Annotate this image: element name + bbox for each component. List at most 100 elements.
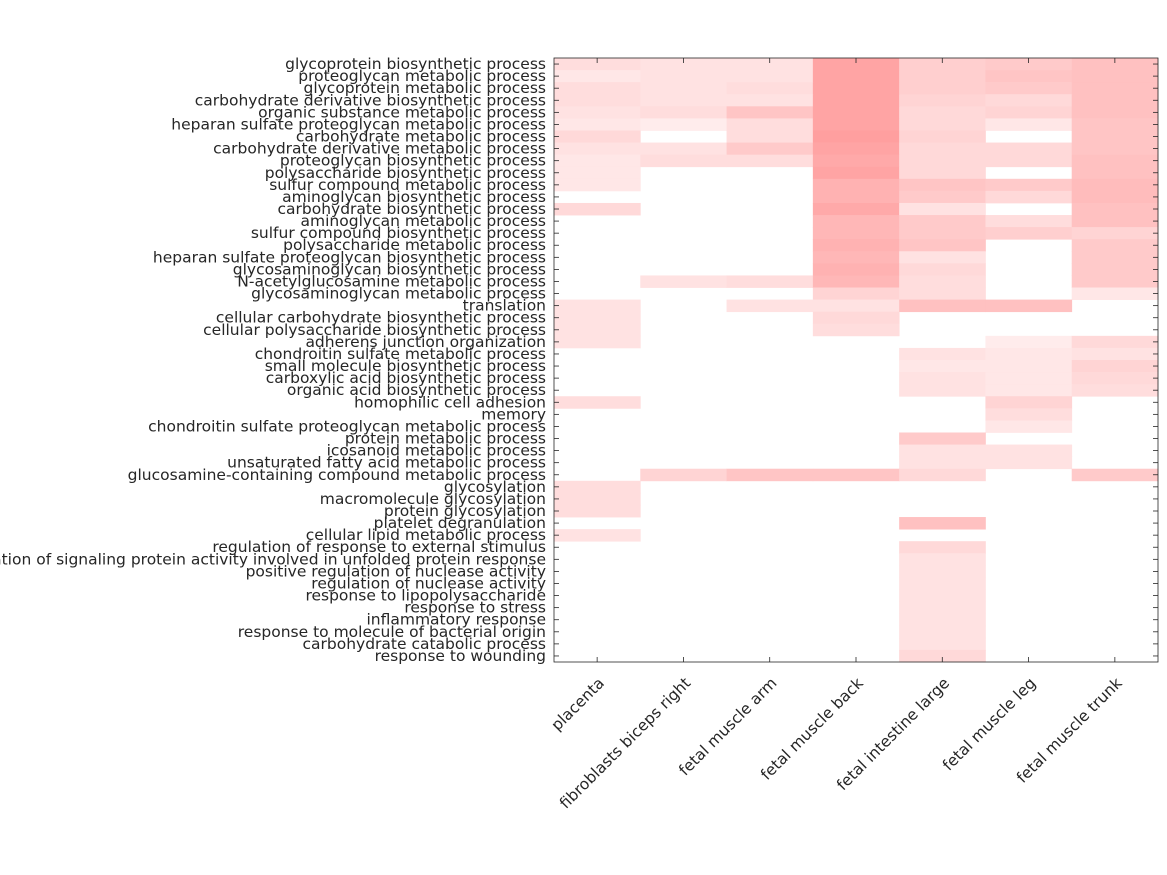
heatmap-cell [812,287,900,300]
column-label: fetal muscle leg [939,674,1039,774]
heatmap-cell [640,275,727,288]
heatmap-cell [899,166,986,180]
row-label: carbohydrate derivative metabolic proces… [213,140,546,158]
heatmap-cell [726,82,814,95]
heatmap-cell [554,311,641,325]
heatmap-cell [554,492,641,506]
heatmap-cell [640,142,727,156]
heatmap-cell [640,70,727,83]
heatmap-cell [899,106,986,119]
heatmap-cell [812,227,900,240]
heatmap-cell [899,553,986,566]
heatmap-cell [985,142,1073,156]
row-label: response to molecule of bacterial origin [238,623,546,641]
heatmap-cell [554,396,641,409]
heatmap-cell [812,154,900,168]
row-label: small molecule biosynthetic process [265,357,546,375]
heatmap-cell [899,82,986,95]
row-label: sulfur compound biosynthetic process [251,224,546,242]
row-label: glycosaminoglycan metabolic process [251,285,546,303]
heatmap-cell [1071,251,1159,264]
heatmap-cell [1071,130,1159,143]
heatmap-cell [985,178,1073,192]
heatmap-cell [812,94,900,107]
heatmap-cell [640,154,727,168]
heatmap-cell [899,70,986,83]
heatmap-cell [1071,202,1159,216]
heatmap-cell [554,299,641,313]
heatmap-cell [554,166,641,180]
heatmap-cell [812,468,900,482]
heatmap-cell [1071,227,1159,240]
heatmap-cell [812,215,900,228]
row-label: organic substance metabolic process [258,103,546,121]
heatmap-cell [985,396,1073,409]
row-label: protein glycosylation [384,502,546,520]
row-label: cellular polysaccharide biosynthetic pro… [203,321,546,339]
heatmap-cell [1071,154,1159,168]
row-label: glycoprotein biosynthetic process [285,55,546,73]
heatmap-cell [985,420,1073,433]
heatmap-cell [985,444,1073,458]
row-label: positive regulation of nuclease activity [246,562,546,580]
heatmap-cell [899,517,986,530]
row-label: macromolecule glycosylation [320,490,546,508]
heatmap-cell [812,70,900,83]
heatmap-cell [640,94,727,107]
heatmap-cell [899,299,986,313]
heatmap-cell [726,94,814,107]
heatmap-cell [985,70,1073,83]
heatmap-cell [1071,263,1159,276]
heatmap-cell [985,94,1073,107]
row-label: protein metabolic process [345,430,546,448]
heatmap-cell [812,251,900,264]
heatmap-cell [899,263,986,276]
heatmap-cell [985,335,1073,349]
heatmap-cell [812,299,900,313]
row-label: heparan sulfate proteoglycan biosyntheti… [153,248,546,266]
heatmap-cell [554,94,641,107]
heatmap-cell [985,456,1073,470]
heatmap-cell [899,360,986,373]
heatmap-cell [1071,384,1159,397]
row-label: inflammatory response [366,611,546,629]
heatmap-cell [812,106,900,119]
heatmap-cell [812,178,900,192]
row-label: glucosamine-containing compound metaboli… [128,466,546,484]
row-label: regulation of response to external stimu… [212,538,546,556]
heatmap-cell [554,70,641,83]
heatmap-cell [812,323,900,337]
heatmap-cell [985,408,1073,421]
heatmap-cell [985,360,1073,373]
row-label: sulfur compound metabolic process [269,176,546,194]
heatmap-cell [899,227,986,240]
heatmap-cell [899,625,986,639]
heatmap-cell [640,468,727,482]
heatmap-cell [899,251,986,264]
heatmap-cell [899,601,986,615]
heatmap-cell [1071,287,1159,300]
row-label: response to lipopolysaccharide [305,587,546,605]
heatmap-cell [640,58,727,71]
heatmap-cell [554,323,641,337]
heatmap-cell [726,106,814,119]
heatmap-cell [985,384,1073,397]
heatmap-cell [899,239,986,252]
row-labels: glycoprotein biosynthetic processproteog… [0,55,546,665]
row-label: glycosaminoglycan biosynthetic process [233,260,546,278]
row-label: N-acetylglucosamine metabolic process [237,272,546,290]
row-label: regulation of signaling protein activity… [0,550,546,568]
row-label: polysaccharide metabolic process [283,236,546,254]
row-label: carbohydrate metabolic process [296,128,546,146]
row-label: heparan sulfate proteoglycan metabolic p… [171,115,546,133]
heatmap-cell [899,142,986,156]
row-label: organic acid biosynthetic process [287,381,546,399]
heatmap-cell [812,82,900,95]
heatmap-cell [1071,106,1159,119]
heatmap-cell [812,142,900,156]
row-label: response to stress [404,599,546,617]
heatmap-cell [554,335,641,349]
row-label: aminoglycan biosynthetic process [282,188,546,206]
heatmap-cell [899,432,986,445]
heatmap-cell [812,58,900,71]
